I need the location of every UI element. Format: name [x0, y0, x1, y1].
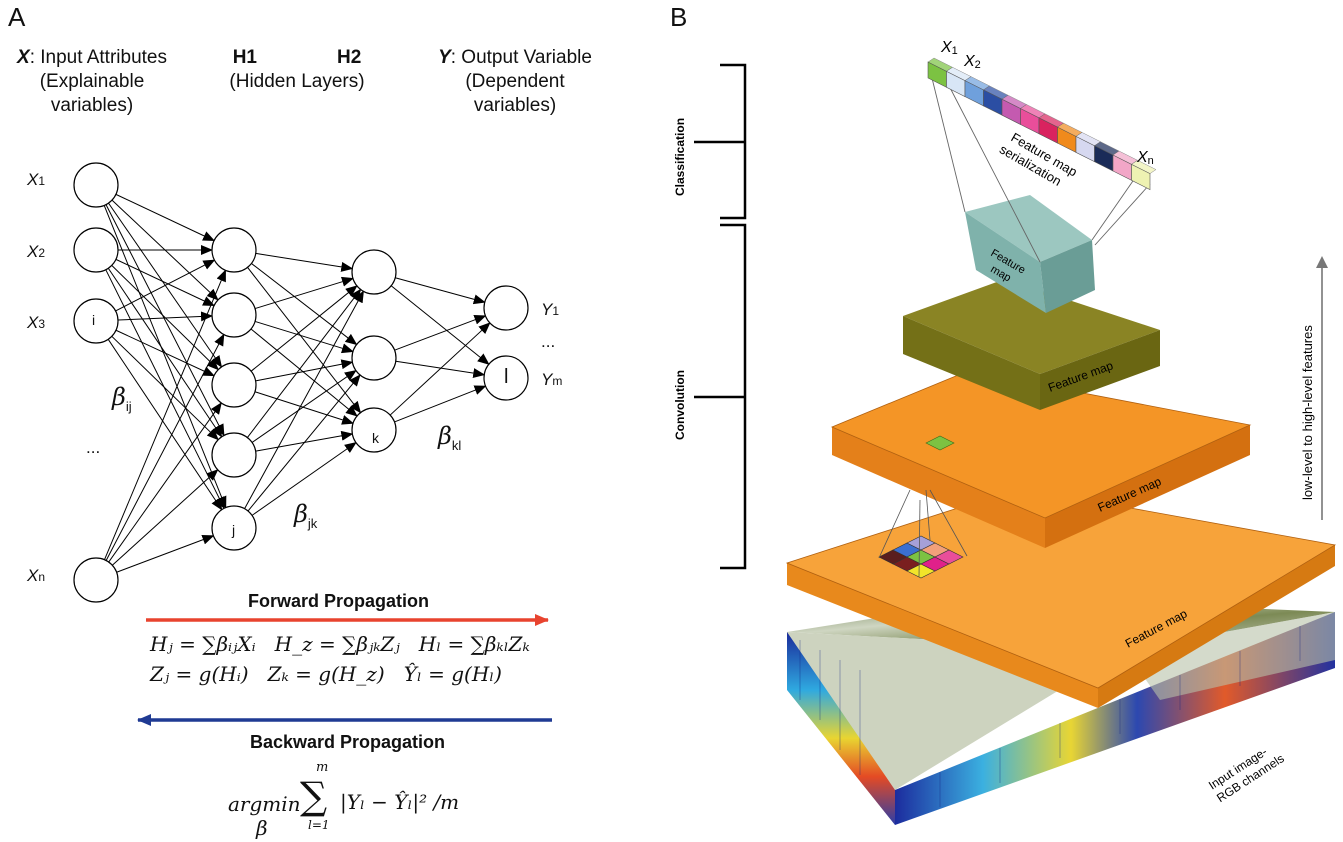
neuron-node-layer-0: [73, 227, 119, 273]
neuron-node-layer-2: [351, 249, 397, 295]
vector-cell-top: [1131, 160, 1157, 174]
neuron-node-layer-2: [351, 407, 397, 453]
connection-edge: [111, 335, 219, 441]
neuron-node-layer-1: [211, 227, 257, 273]
feature-level-label: low-level to high-level features: [1300, 325, 1315, 500]
connection-edge: [104, 269, 226, 560]
convolution-label: Convolution: [673, 370, 687, 440]
loss-function: argmin β m ∑ l=1 |Yₗ − Ŷₗ|² /m: [228, 760, 460, 840]
connection-edge: [105, 269, 225, 510]
input-ellipsis: ...: [86, 438, 101, 457]
input-label-x1: X1: [27, 170, 46, 189]
neuron-node-layer-1: [211, 292, 257, 338]
connection-edge: [103, 205, 227, 509]
connection-edge: [394, 385, 487, 423]
connection-edge: [115, 258, 216, 307]
feature-vector: [927, 57, 1157, 191]
convolution-bracket: [694, 223, 747, 570]
feature-map-teal: [965, 195, 1095, 313]
forward-equation-line1: Hⱼ = ∑βᵢⱼXᵢ H_z = ∑βⱼₖZⱼ Hₗ = ∑βₖₗZₖ: [150, 632, 530, 656]
neuron-node-layer-1: [211, 432, 257, 478]
connection-edge: [395, 277, 486, 305]
forward-title: Forward Propagation: [248, 591, 430, 611]
connection-edge: [117, 311, 214, 322]
output-label-ym: Ym: [541, 370, 563, 389]
classification-label: Classification: [673, 118, 687, 196]
connection-edge: [116, 534, 215, 573]
panel-a-letter: A: [8, 2, 26, 32]
feature-map-middle: [830, 370, 1252, 548]
connection-edge: [390, 285, 490, 365]
connection-edge: [255, 252, 354, 272]
node-l-label: l: [504, 366, 509, 388]
input-header: X: Input Attributes (Explainable variabl…: [17, 47, 167, 116]
connection-edge: [115, 329, 215, 377]
panel-b-letter: B: [670, 2, 688, 32]
node-k-label: k: [372, 430, 379, 446]
input-label-x2: X2: [27, 242, 46, 261]
connection-edge: [389, 322, 491, 416]
connection-edge: [247, 374, 361, 512]
connection-edge: [251, 369, 357, 443]
kernel-projection-lines: [878, 489, 968, 578]
serialization-lines: [929, 69, 1151, 263]
connection-edge: [250, 328, 358, 417]
connection-edge: [251, 442, 357, 516]
connection-edge: [115, 259, 216, 312]
input-image-label: Input image- RGB channels: [1206, 739, 1287, 805]
node-i-label: i: [92, 312, 96, 328]
connection-edge: [105, 204, 225, 437]
output-header: Y: Output Variable (Dependent variables): [438, 47, 592, 116]
kernel-cell: [934, 549, 964, 565]
connection-edge: [108, 402, 222, 563]
connection-edge: [247, 267, 362, 414]
feature-map-olive: [903, 279, 1160, 410]
output-ellipsis: ...: [541, 332, 556, 351]
node-j-label: j: [232, 522, 236, 538]
neuron-node-layer-2: [351, 335, 397, 381]
connection-edge: [255, 359, 354, 382]
connection-edge: [115, 193, 216, 242]
vector-x1-label: X1: [940, 39, 958, 57]
neuron-node-layer-0: [73, 557, 119, 603]
cnn-diagram: Classification Convolution Input image- …: [673, 39, 1337, 825]
connection-edge: [246, 288, 362, 438]
connection-edge: [250, 285, 358, 372]
hidden-header: H1 H2 (Hidden Layers): [229, 47, 365, 92]
connection-edge: [111, 469, 219, 566]
connection-edge: [254, 320, 354, 354]
neural-network-diagram: [73, 162, 552, 726]
neuron-node-layer-3: [483, 285, 529, 331]
neuron-node-layer-0: [73, 162, 119, 208]
vector-xn-label: Xn: [1136, 149, 1154, 167]
conv-kernel-grid: [878, 535, 964, 579]
beta-jk: βjk: [294, 500, 318, 531]
connection-edge: [395, 360, 486, 379]
input-label-x3: X3: [27, 313, 46, 332]
connection-edge: [254, 391, 355, 425]
neuron-node-layer-3: [483, 355, 529, 401]
neuron-node-layer-1: [211, 505, 257, 551]
backward-title: Backward Propagation: [250, 732, 446, 752]
input-label-xn: Xn: [27, 566, 46, 585]
beta-kl: βkl: [438, 422, 462, 453]
classification-bracket: [694, 63, 747, 220]
beta-ij: βij: [112, 383, 132, 414]
neuron-node-layer-0: [73, 298, 119, 344]
forward-equation-line2: Zⱼ = g(Hᵢ) Zₖ = g(H_z) Ŷₗ = g(Hₗ): [150, 662, 502, 686]
output-label-y1: Y1: [541, 300, 560, 319]
neuron-node-layer-1: [211, 362, 257, 408]
connection-edge: [254, 276, 354, 310]
connection-edge: [105, 333, 225, 561]
connection-edge: [394, 315, 487, 351]
connection-edge: [244, 290, 364, 509]
vector-x2-label: X2: [963, 53, 981, 71]
connection-edge: [107, 339, 223, 511]
connection-edge: [251, 263, 358, 346]
